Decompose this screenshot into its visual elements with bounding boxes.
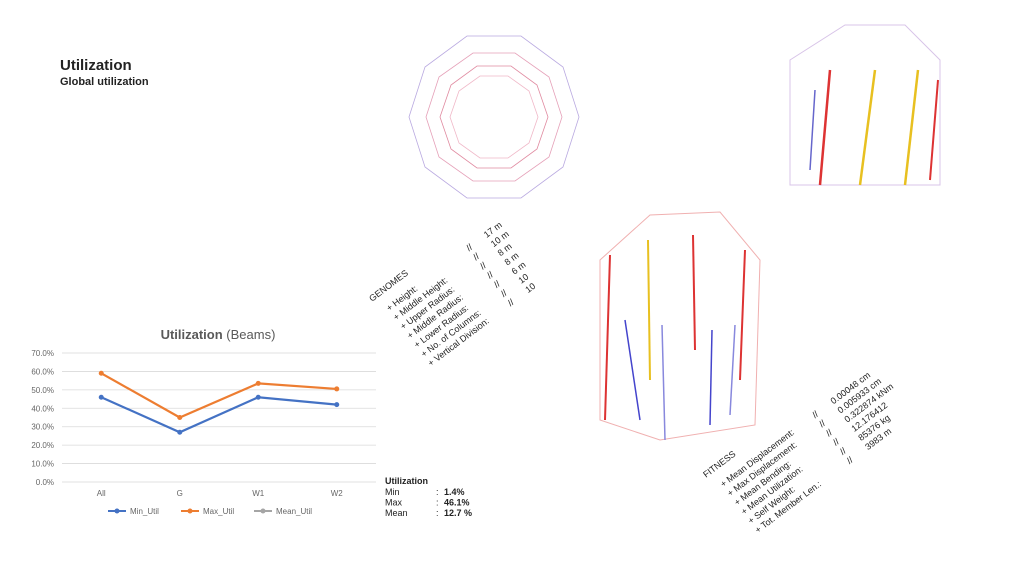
list-value: 10 — [516, 272, 530, 286]
summary-separator: : — [436, 508, 439, 518]
series-marker — [98, 370, 104, 376]
summary-separator: : — [436, 487, 439, 497]
list-separator: // — [831, 436, 841, 447]
list-value: 10 — [523, 281, 537, 295]
y-tick-label: 10.0% — [31, 460, 54, 469]
list-separator: // — [485, 269, 495, 280]
y-tick-label: 0.0% — [36, 478, 54, 487]
side-view-drawing — [789, 24, 941, 186]
summary-label: Max — [385, 498, 403, 508]
summary-title: Utilization — [385, 476, 428, 486]
list-separator: // — [810, 409, 820, 420]
line-chart: 0.0% 10.0% 20.0% 30.0% 40.0% 50.0% 60.0% 70.0% A… — [31, 349, 376, 516]
chart-title: Utilization (Beams) — [161, 327, 276, 342]
x-tick-label: W1 — [252, 489, 265, 498]
legend-swatch-marker — [260, 508, 266, 514]
summary-value: 46.1% — [444, 498, 470, 508]
list-separator: // — [845, 455, 855, 466]
legend-label: Mean_Util — [276, 507, 312, 516]
summary: Utilization Min:1.4%Max:46.1%Mean:12.7 % — [385, 476, 472, 518]
list-separator: // — [471, 251, 481, 262]
list-separator: // — [478, 260, 488, 271]
series-marker — [255, 380, 261, 386]
series-line — [100, 372, 337, 419]
list-separator: // — [492, 278, 502, 289]
list-separator: // — [499, 288, 509, 299]
legend-label: Min_Util — [130, 507, 159, 516]
y-tick-label: 20.0% — [31, 441, 54, 450]
y-tick-label: 50.0% — [31, 386, 54, 395]
list-separator: // — [464, 242, 474, 253]
top-view-drawing — [408, 35, 580, 199]
series-marker — [334, 402, 340, 408]
y-tick-label: 30.0% — [31, 423, 54, 432]
slide-title: Utilization — [60, 57, 132, 74]
summary-value: 12.7 % — [444, 508, 472, 518]
summary-separator: : — [436, 498, 439, 508]
list-separator: // — [817, 418, 827, 429]
y-tick-label: 70.0% — [31, 349, 54, 358]
legend-swatch-marker — [114, 508, 120, 514]
legend-label: Max_Util — [203, 507, 234, 516]
series-marker — [334, 386, 340, 392]
series-marker — [98, 394, 104, 400]
series-line — [100, 396, 337, 434]
x-tick-label: All — [97, 489, 106, 498]
perspective-drawing — [599, 211, 761, 441]
series-marker — [177, 429, 183, 435]
series-marker — [255, 394, 261, 400]
fitness: FITNESS+ Mean Displacement://0.00048 cm+… — [701, 370, 895, 535]
y-tick-label: 60.0% — [31, 367, 54, 376]
summary-label: Min — [385, 487, 400, 497]
chart-title-main: Utilization — [161, 327, 223, 342]
x-tick-label: G — [177, 489, 183, 498]
slide-subtitle: Global utilization — [60, 76, 149, 88]
x-tick-label: W2 — [331, 489, 344, 498]
summary-label: Mean — [385, 508, 408, 518]
list-separator: // — [824, 427, 834, 438]
y-tick-label: 40.0% — [31, 404, 54, 413]
chart-title-suffix: (Beams) — [226, 327, 275, 342]
legend-swatch-marker — [187, 508, 193, 514]
list-separator: // — [838, 445, 848, 456]
series-marker — [177, 415, 183, 420]
summary-value: 1.4% — [444, 487, 465, 497]
list-separator: // — [506, 297, 516, 308]
genomes: GENOMES+ Height://17 m+ Middle Height://… — [367, 220, 537, 369]
